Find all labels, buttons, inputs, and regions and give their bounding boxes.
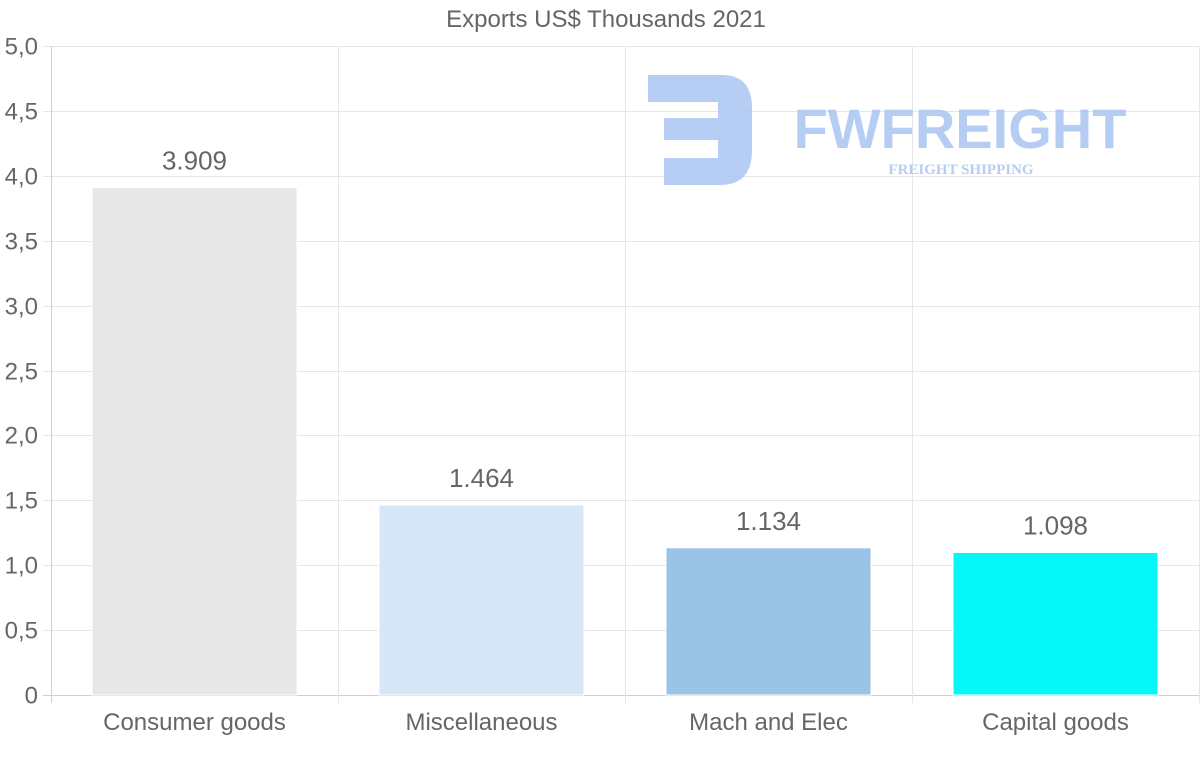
axes: 0 0,5 1,0 1,5 2,0 2,5 3,0 3,5 4,0 4,5 5,0 Consumer … [5, 34, 1129, 737]
watermark-logo: FWFREIGHT FREIGHT SHIPPING [648, 75, 1126, 185]
y-tick-label: 1,0 [5, 553, 38, 580]
y-tick-label: 0 [25, 683, 38, 710]
y-tick-label: 3,5 [5, 229, 38, 256]
bar-value-label: 3.909 [162, 146, 227, 176]
bar-value-label: 1.134 [736, 506, 801, 536]
bar[interactable] [378, 504, 585, 696]
x-tick-label: Consumer goods [103, 709, 286, 736]
watermark-tagline: FREIGHT SHIPPING [888, 162, 1033, 178]
y-tick-label: 2,5 [5, 359, 38, 386]
watermark-f-icon [648, 75, 752, 185]
y-tick-label: 5,0 [5, 34, 38, 61]
y-tick-label: 4,0 [5, 164, 38, 191]
x-tick-label: Capital goods [982, 709, 1129, 736]
bar-value-label: 1.098 [1023, 510, 1088, 540]
chart-title: Exports US$ Thousands 2021 [446, 6, 766, 33]
x-tick-label: Mach and Elec [689, 709, 848, 736]
x-tick-label: Miscellaneous [405, 709, 557, 736]
bar-value-label: 1.464 [449, 463, 514, 493]
data-labels: 3.909 1.464 1.134 1.098 [162, 146, 1088, 541]
bar[interactable] [665, 547, 872, 696]
watermark-name: FWFREIGHT [794, 97, 1127, 160]
y-tick-label: 4,5 [5, 99, 38, 126]
bar[interactable] [952, 551, 1159, 696]
y-tick-label: 0,5 [5, 618, 38, 645]
bar[interactable] [91, 187, 298, 696]
y-tick-label: 3,0 [5, 294, 38, 321]
bars [91, 187, 1159, 696]
y-tick-label: 1,5 [5, 488, 38, 515]
y-tick-label: 2,0 [5, 423, 38, 450]
